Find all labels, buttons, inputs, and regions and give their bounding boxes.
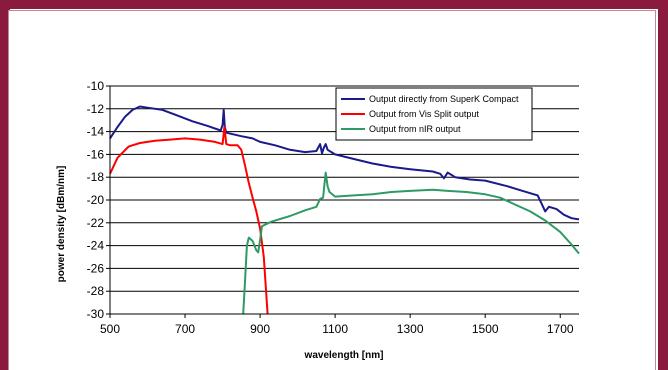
tick-label-y-5: -20 xyxy=(87,193,105,207)
series-line-1 xyxy=(109,126,269,315)
tick-label-y-7: -24 xyxy=(87,239,105,253)
legend-items: Output directly from SuperK Compact Outpu… xyxy=(341,94,519,134)
chart-area xyxy=(8,10,656,370)
tick-label-x-4: 1300 xyxy=(397,322,424,336)
tick-label-y-6: -22 xyxy=(87,216,105,230)
x-axis-title: wavelength [nm] xyxy=(304,350,384,361)
tick-label-y-1: -12 xyxy=(87,102,105,116)
tick-label-y-3: -16 xyxy=(87,147,105,161)
tick-label-x-3: 1100 xyxy=(322,322,348,336)
y-axis-title: power density [dBm/nm] xyxy=(56,166,67,283)
legend: Output directly from SuperK Compact Outpu… xyxy=(335,87,533,141)
tick-label-x-0: 500 xyxy=(100,322,120,336)
series-layer xyxy=(109,105,580,315)
tick-label-y-0: -10 xyxy=(87,79,105,93)
tick-label-x-1: 700 xyxy=(175,322,195,336)
series-line-2 xyxy=(242,171,580,315)
tick-label-x-6: 1700 xyxy=(547,322,574,336)
tick-label-y-8: -26 xyxy=(87,261,105,275)
legend-box xyxy=(335,87,533,141)
tick-label-y-2: -14 xyxy=(87,125,105,139)
tick-label-x-5: 1500 xyxy=(472,322,499,336)
tick-label-y-10: -30 xyxy=(87,307,105,321)
legend-label-2: Output from nIR output xyxy=(369,124,461,134)
legend-label-0: Output directly from SuperK Compact xyxy=(369,94,519,104)
legend-label-1: Output from Vis Split output xyxy=(369,109,479,119)
tick-label-y-4: -18 xyxy=(87,170,105,184)
series-line-0 xyxy=(109,105,580,221)
tick-label-y-9: -28 xyxy=(87,284,105,298)
tick-label-x-2: 900 xyxy=(250,322,270,336)
